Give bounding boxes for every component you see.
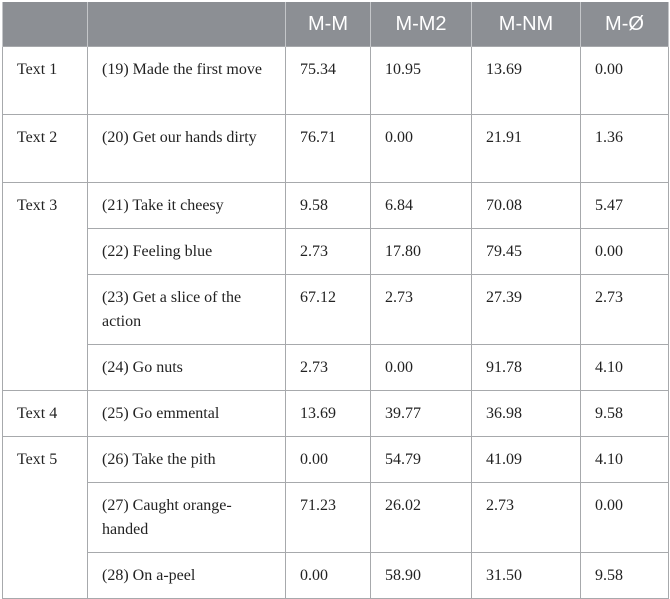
value-m-null: 9.58 xyxy=(580,552,669,599)
value-m-nm: 36.98 xyxy=(471,390,581,437)
header-m-nm: M-NM xyxy=(471,2,581,47)
value-m-m2: 39.77 xyxy=(370,390,472,437)
value-m-nm: 31.50 xyxy=(471,552,581,599)
phrase-cell: (26) Take the pith xyxy=(87,436,286,483)
value-m-m2: 26.02 xyxy=(370,482,472,553)
header-m-null: M-Ø xyxy=(580,2,669,47)
header-m-m: M-M xyxy=(285,2,371,47)
phrase-cell: (27) Caught orange-handed xyxy=(87,482,286,553)
value-m-m: 75.34 xyxy=(285,46,371,115)
value-m-nm: 70.08 xyxy=(471,182,581,229)
header-row: M-M M-M2 M-NM M-Ø xyxy=(2,2,669,47)
table-row: (24) Go nuts 2.73 0.00 91.78 4.10 xyxy=(3,344,669,391)
table-row: (28) On a-peel 0.00 58.90 31.50 9.58 xyxy=(3,552,669,599)
value-m-m2: 0.00 xyxy=(370,344,472,391)
value-m-null: 0.00 xyxy=(580,482,669,553)
value-m-m: 2.73 xyxy=(285,344,371,391)
value-m-nm: 91.78 xyxy=(471,344,581,391)
value-m-m: 0.00 xyxy=(285,552,371,599)
value-m-m2: 0.00 xyxy=(370,114,472,183)
value-m-nm: 27.39 xyxy=(471,274,581,345)
table-row: Text 3 (21) Take it cheesy 9.58 6.84 70.08 5.… xyxy=(2,182,669,391)
value-m-m2: 6.84 xyxy=(370,182,472,229)
header-m-m2: M-M2 xyxy=(370,2,472,47)
value-m-m: 13.69 xyxy=(285,390,371,437)
phrase-cell: (21) Take it cheesy xyxy=(87,182,286,229)
value-m-nm: 21.91 xyxy=(471,114,581,183)
phrase-cell: (28) On a-peel xyxy=(87,552,286,599)
phrase-cell: (24) Go nuts xyxy=(87,344,286,391)
table-row: Text 4 (25) Go emmental 13.69 39.77 36.98 9.5… xyxy=(2,390,669,437)
value-m-m: 9.58 xyxy=(285,182,371,229)
phrase-cell: (22) Feeling blue xyxy=(87,228,286,275)
value-m-m: 76.71 xyxy=(285,114,371,183)
value-m-null: 9.58 xyxy=(580,390,669,437)
value-m-m2: 54.79 xyxy=(370,436,472,483)
value-m-m2: 58.90 xyxy=(370,552,472,599)
value-m-null: 0.00 xyxy=(580,228,669,275)
phrase-cell: (25) Go emmental xyxy=(87,390,286,437)
value-m-null: 1.36 xyxy=(580,114,669,183)
table-row: Text 1 (19) Made the first move 75.34 10.95… xyxy=(2,46,669,115)
value-m-m: 67.12 xyxy=(285,274,371,345)
value-m-null: 4.10 xyxy=(580,436,669,483)
table-body: Text 1 (19) Made the first move 75.34 10.95… xyxy=(2,46,669,599)
text-group-label: Text 4 xyxy=(2,390,88,437)
phrase-cell: (19) Made the first move xyxy=(87,46,286,115)
value-m-null: 0.00 xyxy=(580,46,669,115)
value-m-nm: 2.73 xyxy=(471,482,581,553)
table-row: (22) Feeling blue 2.73 17.80 79.45 0.00 xyxy=(3,228,669,275)
header-text-column xyxy=(2,2,88,47)
value-m-nm: 41.09 xyxy=(471,436,581,483)
text-group-label: Text 2 xyxy=(2,114,88,183)
table-row: Text 5 (26) Take the pith 0.00 54.79 41.09 4.… xyxy=(2,436,669,599)
value-m-null: 5.47 xyxy=(580,182,669,229)
value-m-null: 2.73 xyxy=(580,274,669,345)
value-m-null: 4.10 xyxy=(580,344,669,391)
header-phrase-column xyxy=(87,2,286,47)
text-group-label: Text 1 xyxy=(2,46,88,115)
table-row: Text 2 (20) Get our hands dirty 76.71 0.00 2… xyxy=(2,114,669,183)
value-m-m2: 17.80 xyxy=(370,228,472,275)
value-m-m2: 10.95 xyxy=(370,46,472,115)
value-m-nm: 13.69 xyxy=(471,46,581,115)
table-header: M-M M-M2 M-NM M-Ø xyxy=(2,2,669,47)
value-m-m2: 2.73 xyxy=(370,274,472,345)
text-group-label: Text 5 xyxy=(2,436,88,599)
phrase-cell: (23) Get a slice of the action xyxy=(87,274,286,345)
table-row: (23) Get a slice of the action 67.12 2.73 2… xyxy=(3,274,669,345)
value-m-nm: 79.45 xyxy=(471,228,581,275)
text-group-label: Text 3 xyxy=(2,182,88,391)
table-row: (27) Caught orange-handed 71.23 26.02 2.73 0… xyxy=(3,482,669,553)
value-m-m: 2.73 xyxy=(285,228,371,275)
phrase-cell: (20) Get our hands dirty xyxy=(87,114,286,183)
value-m-m: 71.23 xyxy=(285,482,371,553)
value-m-m: 0.00 xyxy=(285,436,371,483)
